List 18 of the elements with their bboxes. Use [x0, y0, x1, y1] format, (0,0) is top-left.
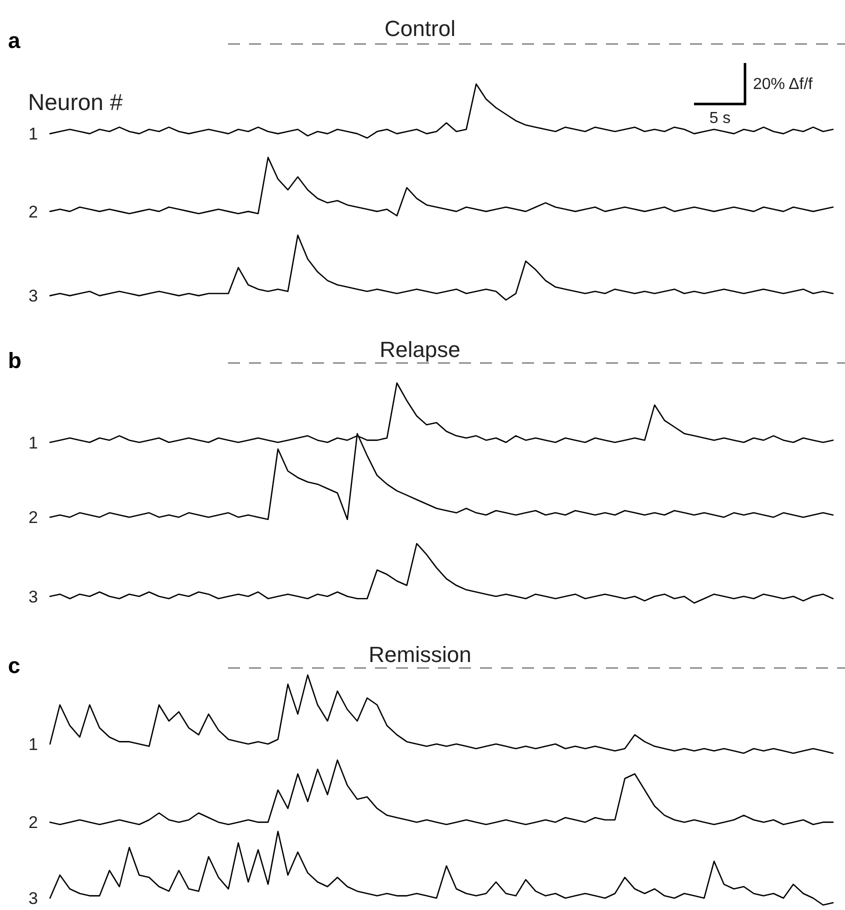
series-label: 1: [28, 735, 38, 754]
annotation: Neuron #: [28, 89, 123, 115]
chart-title: Remission: [368, 642, 472, 667]
text: c: [8, 653, 20, 678]
annotation: 5 s: [709, 110, 731, 127]
series-label: 2: [28, 202, 38, 222]
series-label: 3: [28, 286, 38, 306]
text: b: [8, 348, 22, 373]
chart-title: Relapse: [380, 337, 460, 362]
series-label: 2: [28, 813, 38, 832]
series-label: 2: [28, 508, 38, 528]
annotation: 20% Δf/f: [753, 76, 814, 93]
series-label: 3: [28, 587, 38, 606]
series-label: 3: [28, 889, 38, 908]
text: a: [8, 28, 21, 53]
chart-title: Control: [384, 16, 456, 41]
series-label: 1: [28, 433, 38, 452]
series-label: 1: [28, 124, 38, 144]
